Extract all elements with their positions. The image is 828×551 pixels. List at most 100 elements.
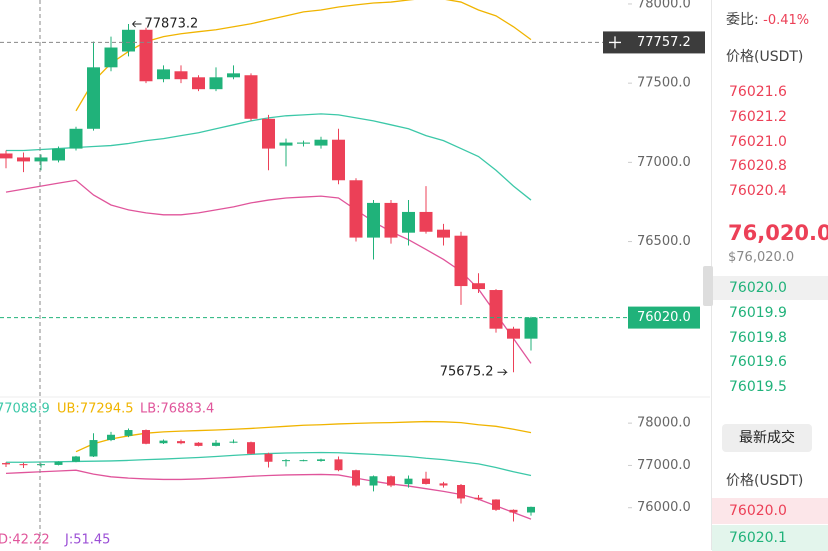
chart-area: 78000.0 77500.0 77000.0 76500.0 78000.0 77000… [0,0,710,550]
band-line [5,179,532,364]
sub-candle-body [72,456,80,462]
candle-body [174,71,188,80]
candle-body [419,211,433,232]
sub-candle-body [299,460,308,462]
candle-body [472,283,485,290]
bid-price: 76019.8 [729,329,787,346]
candle-body [192,77,205,90]
low-label: 75675.2 [440,365,494,380]
order-book-panel: 委比: -0.41% 价格(USDT) 76021.6 76021.2 76021.… [711,0,828,551]
sub-candle-body [317,459,325,461]
candle-body [262,118,275,149]
ask-price: 76021.0 [729,133,787,150]
sub-candle-body [229,441,238,443]
ratio-row: 委比: -0.41% [726,9,828,29]
sub-candle-body [2,463,10,465]
y-tick-label: 78000.0 [637,0,691,11]
last-price-label-bg [628,306,700,329]
indicator-label: J:51.45 [64,533,110,548]
sub-candle-body [492,499,500,510]
trades-price-header: 价格(USDT) [726,473,804,489]
candle-body [157,69,170,80]
ask-price: 76021.2 [729,108,787,125]
ask-price: 76020.8 [729,158,787,175]
ratio-label: 委比: [726,12,759,28]
sub-candle-body [177,441,185,444]
sub-candle-body [107,434,115,441]
trade-price: 76020.0 [712,498,828,524]
last-price-label: 76020.0 [637,310,691,325]
sub-band-line [75,420,532,453]
crosshair-label-bg [603,31,705,54]
y-tick-label: 77000.0 [637,155,691,170]
candle-body [244,75,258,119]
bid-price: 76019.6 [729,354,787,371]
sub-band-line [5,469,532,520]
sub-candle-body [282,460,290,462]
sub-candle-body [142,430,150,444]
high-arrow [132,20,142,28]
sub-candle-body [19,464,28,466]
candle-body [454,235,468,287]
candle-body [0,153,13,159]
candle-body [384,202,398,238]
sub-candle-body [212,442,220,446]
crosshair-label: 77757.2 [637,35,691,50]
sub-candle-body [54,461,63,465]
sub-candle-body [89,440,98,457]
candle-body [367,202,380,238]
sub-candle-body [334,459,343,471]
candle-body [17,157,30,162]
candle-body [314,139,328,146]
sub-candle-body [194,442,203,446]
sub-candle-body [387,476,395,486]
y-tick-label: 78000.0 [637,416,691,431]
candle-body [104,47,118,68]
candle-body [52,148,65,161]
sub-legend: 77088.9 [0,402,50,417]
high-label: 77873.2 [145,17,199,32]
y-tick-label: 76000.0 [637,500,691,515]
panel-handle[interactable] [703,266,713,306]
sub-candle-body [37,464,45,466]
candle-body [489,290,503,329]
candle-body [332,139,345,181]
ask-price: 76020.4 [729,183,787,200]
latest-trades-button[interactable]: 最新成交 [722,424,812,452]
candle-body [524,317,538,339]
sub-candle-body [509,509,518,513]
sub-candle-body [422,478,430,484]
sub-candle-body [247,442,255,454]
indicator-label: D:42.22 [0,533,50,548]
candle-body [349,180,363,238]
bid-price: 76019.5 [729,379,787,396]
sub-candle-body [404,478,413,485]
ratio: -0.41% [763,13,810,28]
sub-candle-body [352,470,360,486]
sub-candle-body [159,440,168,444]
candle-body [437,229,450,238]
candle-body [209,77,223,90]
candle-body [297,142,310,144]
candle-body [227,73,240,78]
y-tick-label: 76500.0 [637,234,691,249]
sub-legend: UB:77294.5 [57,402,134,417]
low-arrow [497,368,508,376]
price-header: 价格(USDT) [726,49,804,65]
sub-legend: LB:76883.4 [140,402,214,417]
sub-candle-body [264,453,273,462]
candle-body [402,211,415,233]
sub-candle-body [124,430,133,436]
last-usd: $76,020.0 [728,250,795,265]
sub-candle-body [457,485,465,499]
sub-candle-body [439,483,448,486]
trade-price: 76020.1 [712,525,828,551]
candle-body [139,29,153,82]
sub-candle-body [474,497,483,500]
bid-price: 76020.0 [712,276,828,300]
sub-candle-body [369,476,378,486]
ask-price: 76021.6 [729,84,787,100]
candle-body [87,67,100,129]
y-tick-label: 77000.0 [637,458,691,473]
